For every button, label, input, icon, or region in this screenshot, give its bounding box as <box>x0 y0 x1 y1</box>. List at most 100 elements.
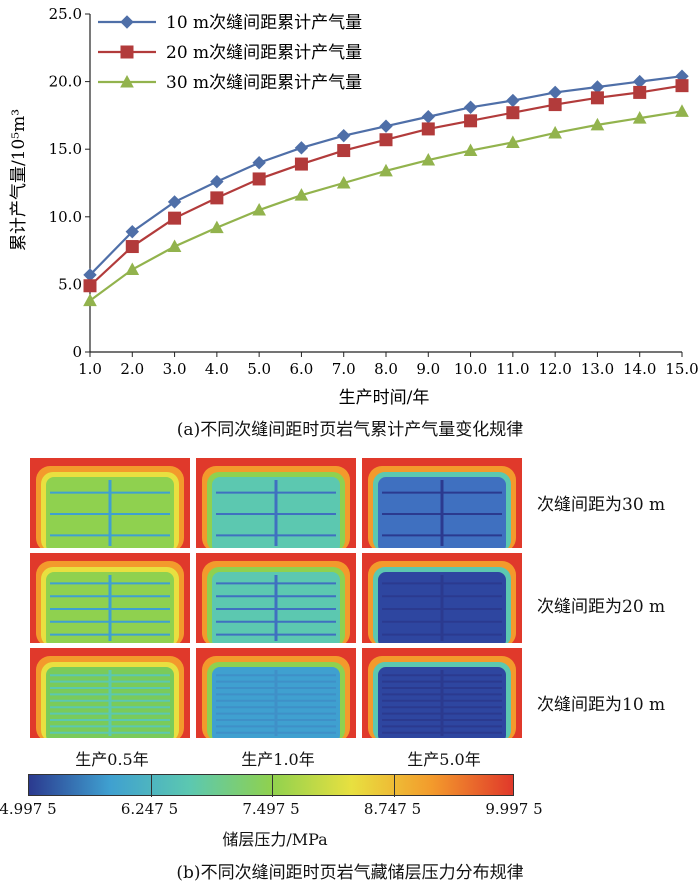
data-point <box>210 191 224 205</box>
row-label-30m: 次缝间距为30 m <box>537 495 666 515</box>
data-point <box>506 106 520 120</box>
data-point <box>675 79 689 93</box>
x-tick-label: 13.0 <box>581 360 614 378</box>
legend-entry: 10 m次缝间距累计产气量 <box>98 13 362 33</box>
data-point <box>421 152 436 166</box>
data-point <box>125 262 140 276</box>
x-tick-label: 7.0 <box>332 360 356 378</box>
data-point <box>337 144 351 158</box>
legend: 10 m次缝间距累计产气量 20 m次缝间距累计产气量 30 m次缝间距累计产气量 <box>98 13 362 93</box>
row-label-10m: 次缝间距为10 m <box>537 695 666 715</box>
series-layer <box>83 69 689 307</box>
data-point <box>464 114 478 128</box>
series-line <box>89 84 683 287</box>
legend-label: 30 m次缝间距累计产气量 <box>166 73 362 93</box>
x-tick-label: 9.0 <box>416 360 440 378</box>
y-tick-label: 0 <box>72 343 82 361</box>
pressure-map-r2-c1 <box>30 553 190 643</box>
x-tick-label: 2.0 <box>120 360 144 378</box>
legend-marker <box>120 45 134 59</box>
data-point <box>294 188 309 201</box>
data-point <box>336 175 351 189</box>
colorbar-tick-label: 8.747 5 <box>363 800 422 818</box>
data-point <box>590 91 604 105</box>
legend-label: 20 m次缝间距累计产气量 <box>166 43 362 63</box>
cumulative-gas-chart: 1.0 2.0 3.0 4.0 5.0 6.0 7.0 8.0 9.0 10.0 11.0 12.0 1… <box>9 5 699 408</box>
x-tick-label: 3.0 <box>163 360 187 378</box>
data-point <box>83 293 97 307</box>
data-point <box>210 174 224 189</box>
data-point <box>632 111 647 124</box>
data-point <box>421 122 435 136</box>
x-tick-label: 8.0 <box>374 360 398 378</box>
data-point <box>548 125 562 139</box>
data-point <box>548 98 562 112</box>
x-tick-label: 14.0 <box>623 360 656 378</box>
pressure-map-r1-c2 <box>196 458 356 548</box>
colorbar-tick <box>393 775 395 797</box>
legend-marker <box>120 74 134 88</box>
data-point <box>125 224 139 239</box>
x-tick-label: 5.0 <box>247 360 271 378</box>
data-point <box>463 100 478 114</box>
pressure-map-r3-c2 <box>196 648 356 738</box>
legend-entry: 20 m次缝间距累计产气量 <box>98 43 362 63</box>
data-point <box>590 117 605 131</box>
x-tick-label: 6.0 <box>289 360 313 378</box>
data-point <box>379 119 393 133</box>
data-point <box>506 135 520 148</box>
y-tick-label: 5.0 <box>58 275 82 293</box>
colorbar-tick-label: 9.997 5 <box>485 800 543 818</box>
data-point <box>167 195 182 209</box>
data-point <box>167 239 182 253</box>
colorbar-title: 储层压力/MPa <box>222 830 328 849</box>
column-label-0-5yr: 生产0.5年 <box>75 750 149 769</box>
pressure-map-r2-c2 <box>196 553 356 643</box>
legend-label: 10 m次缝间距累计产气量 <box>166 13 362 33</box>
row-label-20m: 次缝间距为20 m <box>537 597 666 617</box>
pressure-map-r1-c1 <box>30 458 190 548</box>
data-point <box>252 202 266 216</box>
data-point <box>633 85 647 99</box>
data-point <box>294 141 309 155</box>
data-point <box>210 220 224 234</box>
data-point <box>463 143 478 157</box>
data-point <box>548 85 562 100</box>
pressure-map-r2-c3 <box>362 553 522 643</box>
data-point <box>252 156 266 170</box>
x-tick-label: 12.0 <box>538 360 571 378</box>
column-label-1-0yr: 生产1.0年 <box>241 750 315 769</box>
caption-b: (b)不同次缝间距时页岩气藏储层压力分布规律 <box>176 863 524 883</box>
data-point <box>168 211 182 225</box>
data-point <box>590 80 605 94</box>
data-point <box>125 240 139 254</box>
series-2 <box>83 79 689 293</box>
y-tick-label: 10.0 <box>49 208 82 226</box>
pressure-map-r3-c1 <box>30 648 190 738</box>
data-point <box>337 128 351 143</box>
colorbar-tick-label: 6.247 5 <box>120 800 179 818</box>
series-3 <box>83 104 689 307</box>
data-point <box>294 157 308 171</box>
caption-a: (a)不同次缝间距时页岩气累计产气量变化规律 <box>176 420 524 440</box>
x-tick-label: 15.0 <box>665 360 698 378</box>
y-tick-label: 20.0 <box>49 73 82 91</box>
x-axis-ticks: 1.0 2.0 3.0 4.0 5.0 6.0 7.0 8.0 9.0 10.0 11.0 12.0 1… <box>78 352 699 378</box>
y-tick-label: 15.0 <box>49 140 82 158</box>
colorbar-tick-label: 7.497 5 <box>242 800 300 818</box>
legend-entry: 30 m次缝间距累计产气量 <box>98 73 362 93</box>
x-tick-label: 11.0 <box>496 360 529 378</box>
data-point <box>379 133 393 147</box>
x-tick-label: 4.0 <box>205 360 229 378</box>
x-tick-label: 10.0 <box>454 360 487 378</box>
legend-marker <box>120 15 134 29</box>
x-axis-label: 生产时间/年 <box>339 388 430 408</box>
pressure-map-r1-c3 <box>362 458 522 548</box>
data-point <box>252 172 266 186</box>
data-point <box>633 74 647 89</box>
column-label-5-0yr: 生产5.0年 <box>407 750 481 769</box>
colorbar-tick-label: 4.997 5 <box>0 800 57 818</box>
series-1 <box>83 69 689 282</box>
x-tick-label: 1.0 <box>78 360 102 378</box>
pressure-map-r3-c3 <box>362 648 522 738</box>
